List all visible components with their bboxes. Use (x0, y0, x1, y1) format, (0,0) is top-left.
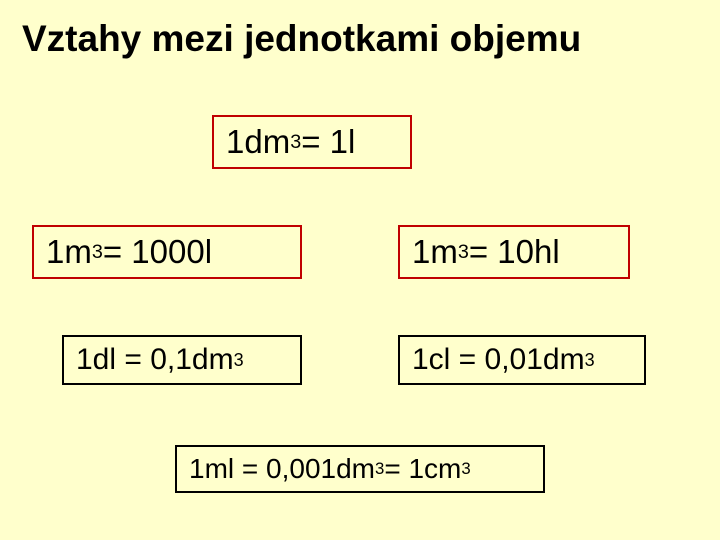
text-pre: 1m (412, 233, 458, 271)
text-post: = 10hl (469, 233, 560, 271)
text-pre: 1ml = 0,001dm (189, 453, 375, 485)
text-pre: 1dm (226, 123, 290, 161)
conversion-box-m3-10hl: 1m3 = 10hl (398, 225, 630, 279)
text-post: = 1cm (384, 453, 461, 485)
text-post: = 1l (301, 123, 355, 161)
conversion-box-m3-1000l: 1m3 = 1000l (32, 225, 302, 279)
conversion-box-cl-dm3: 1cl = 0,01dm3 (398, 335, 646, 385)
conversion-box-dl-dm3: 1dl = 0,1dm3 (62, 335, 302, 385)
text-post: = 1000l (103, 233, 212, 271)
conversion-box-dm3-l: 1dm3 = 1l (212, 115, 412, 169)
text-pre: 1dl = 0,1dm (76, 343, 234, 377)
text-pre: 1cl = 0,01dm (412, 343, 585, 377)
conversion-box-ml-dm3-cm3: 1ml = 0,001dm3 = 1cm3 (175, 445, 545, 493)
page-title: Vztahy mezi jednotkami objemu (22, 18, 581, 60)
text-pre: 1m (46, 233, 92, 271)
